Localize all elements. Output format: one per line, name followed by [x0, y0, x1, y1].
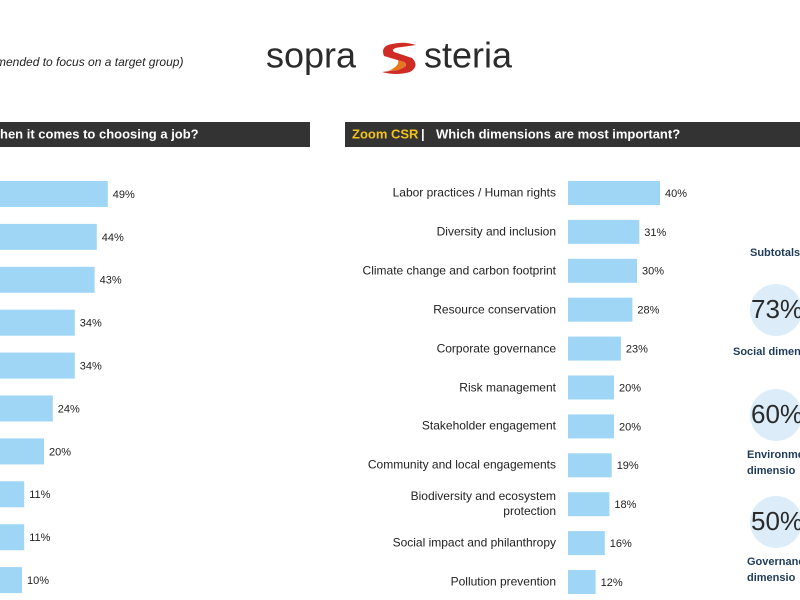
- value-label: 24%: [58, 403, 80, 415]
- category-label: Pollution prevention: [450, 574, 556, 589]
- value-label: 16%: [610, 538, 632, 550]
- bar: [568, 492, 610, 517]
- category-label: Climate change and carbon footprint: [362, 263, 556, 278]
- value-label: 12%: [601, 577, 623, 589]
- bar: [0, 223, 97, 250]
- bar: [0, 181, 108, 207]
- bar: [0, 395, 53, 422]
- bar: [568, 414, 614, 439]
- logo-left: sopra: [266, 35, 357, 76]
- subtotal-circle: [750, 389, 800, 441]
- bar: [0, 438, 44, 465]
- header-bar: [345, 122, 800, 147]
- header-bar: [0, 122, 310, 147]
- bar: [0, 352, 75, 379]
- bar: [568, 219, 640, 244]
- category-label: Stakeholder engagement: [421, 418, 556, 433]
- bar: [568, 453, 612, 478]
- logo-icon: [382, 42, 416, 74]
- value-label: 43%: [100, 275, 122, 287]
- bar: [0, 266, 95, 293]
- header-title: hen it comes to choosing a job?: [0, 126, 199, 141]
- bar: [568, 258, 637, 283]
- bar: [568, 336, 621, 361]
- subtotal-label: dimensio: [747, 465, 796, 477]
- value-label: 20%: [619, 421, 641, 433]
- category-label: Diversity and inclusion: [436, 224, 556, 239]
- value-label: 28%: [637, 305, 659, 317]
- value-label: 20%: [619, 382, 641, 394]
- value-label: 19%: [617, 460, 639, 472]
- category-label: Biodiversity and ecosystem protection: [410, 489, 556, 519]
- value-label: 44%: [102, 232, 124, 244]
- subtotal-label: Environmen: [747, 449, 800, 461]
- bar: [568, 297, 633, 322]
- subtotal-label: dimensio: [747, 572, 796, 584]
- bar: [568, 570, 596, 594]
- category-label: Labor practices / Human rights: [392, 185, 556, 200]
- subtotal-label: Social dimen: [733, 346, 800, 358]
- header-title: Which dimensions are most important?: [436, 126, 680, 141]
- value-label: 20%: [49, 446, 71, 458]
- subtitle: mended to focus on a target group): [0, 55, 183, 69]
- logo-right: steria: [424, 35, 513, 76]
- bar: [0, 567, 22, 594]
- category-label: Corporate governance: [436, 341, 556, 356]
- value-label: 34%: [80, 361, 102, 373]
- bar: [0, 524, 25, 551]
- value-label: 11%: [29, 489, 50, 501]
- bar: [0, 481, 25, 508]
- category-label: Community and local engagements: [367, 457, 556, 472]
- value-label: 23%: [626, 344, 648, 356]
- category-label: Resource conservation: [433, 302, 556, 317]
- value-label: 18%: [614, 499, 636, 511]
- subtotal-value: 60%: [751, 399, 800, 429]
- subtotal-label: Governanc: [747, 556, 800, 568]
- subtotals-title: Subtotals: [750, 247, 800, 259]
- value-label: 31%: [644, 227, 666, 239]
- value-label: 40%: [665, 188, 687, 200]
- bar: [568, 375, 614, 400]
- bar: [568, 531, 605, 556]
- subtotal-value: 73%: [751, 294, 800, 324]
- value-label: 11%: [29, 532, 50, 544]
- header-separator: |: [421, 126, 425, 141]
- header-highlight: Zoom CSR: [352, 126, 419, 141]
- bar: [568, 181, 660, 205]
- value-label: 10%: [27, 575, 49, 587]
- subtotal-value: 50%: [751, 506, 800, 536]
- category-label: Social impact and philanthropy: [392, 535, 556, 550]
- category-label: Risk management: [459, 380, 556, 394]
- value-label: 49%: [113, 189, 135, 201]
- subtotal-circle: [750, 496, 800, 548]
- bar: [0, 309, 75, 336]
- subtotal-circle: [750, 284, 800, 336]
- value-label: 30%: [642, 266, 664, 278]
- value-label: 34%: [80, 318, 102, 330]
